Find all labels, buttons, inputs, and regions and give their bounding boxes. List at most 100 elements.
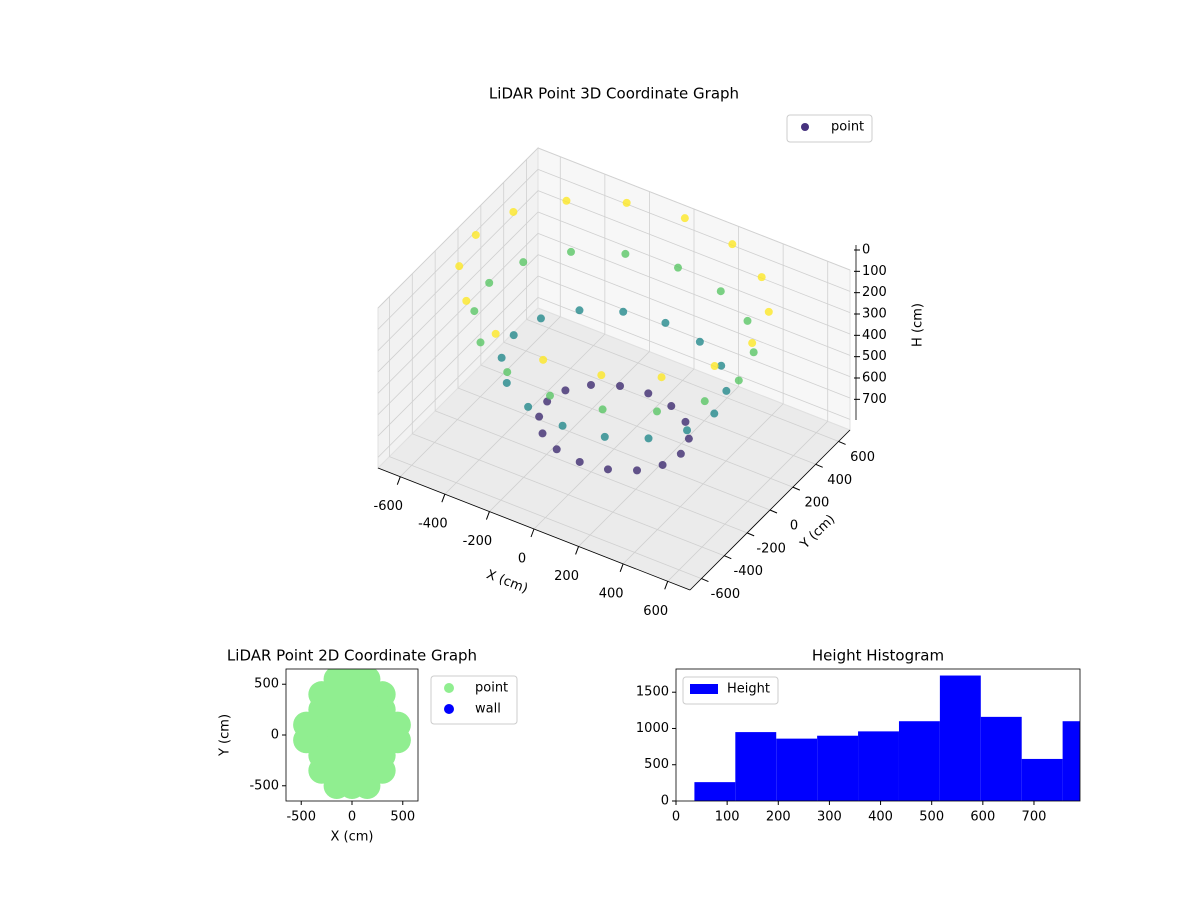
point (616, 381, 625, 390)
grid-line (503, 341, 816, 465)
point (700, 397, 709, 406)
grid-line (537, 211, 851, 335)
x-tick-label: 300 (817, 810, 842, 825)
point (575, 457, 584, 466)
point (661, 318, 670, 327)
grid-line (537, 296, 851, 420)
plot-frame (675, 668, 1081, 802)
point (539, 355, 548, 364)
bars (694, 675, 1080, 801)
bar (858, 731, 899, 801)
bar (1062, 721, 1080, 801)
tick-mark (619, 563, 624, 573)
point (455, 262, 464, 271)
legend-swatch (690, 684, 718, 694)
z-tick-label: 500 (862, 349, 887, 364)
point (674, 263, 682, 272)
point (586, 380, 595, 389)
x-tick-label: 0 (672, 810, 680, 825)
grid-line (377, 233, 539, 394)
grid-line (377, 169, 539, 330)
points (293, 669, 411, 799)
z-tick-label: 0 (862, 243, 870, 258)
point (619, 307, 628, 316)
z-tick-label: 100 (862, 264, 887, 279)
grid-line (412, 433, 725, 557)
grid-line (537, 254, 851, 378)
point (552, 445, 561, 454)
y-axis-line (689, 429, 851, 591)
z-tick-label: 400 (862, 328, 887, 343)
point (603, 465, 612, 474)
legend-marker (444, 704, 454, 714)
bar (980, 716, 1022, 801)
bar (1021, 758, 1063, 801)
tick-mark (664, 581, 669, 590)
x-axis-label: X (cm) (484, 567, 530, 596)
y-tick-label: 500 (254, 677, 279, 692)
chart-title: Height Histogram (812, 647, 944, 665)
point (644, 434, 653, 443)
point (658, 460, 667, 469)
grid-line (434, 410, 748, 534)
y-tick-label: 1000 (636, 721, 669, 736)
point (597, 371, 606, 380)
x-axis-label: X (cm) (331, 830, 374, 845)
grid-line (457, 387, 771, 511)
point (734, 376, 743, 385)
point (470, 307, 479, 316)
point (633, 466, 642, 475)
x-tick-label: -200 (463, 534, 493, 549)
tick-mark (530, 528, 535, 538)
grid-line (537, 275, 851, 399)
point (561, 386, 570, 395)
point (497, 353, 506, 362)
z-tick-label: 700 (862, 392, 887, 407)
point (680, 214, 689, 223)
point (519, 258, 528, 267)
z-axis-label: H (cm) (911, 303, 926, 347)
y-axis-label: Y (cm) (218, 714, 233, 757)
legend-label: point (831, 120, 864, 135)
y-tick-label: 600 (850, 450, 875, 465)
y-tick-label: 0 (271, 728, 279, 743)
legend-marker (444, 683, 454, 693)
grid-line (377, 190, 539, 351)
x-tick-label: -500 (286, 810, 316, 825)
point (644, 389, 653, 398)
point (683, 426, 692, 435)
tick-mark (815, 463, 823, 468)
point (695, 337, 704, 346)
bar (694, 782, 736, 801)
point (462, 296, 471, 305)
grid-line (526, 319, 839, 442)
point (764, 307, 773, 316)
point (757, 273, 766, 282)
point (710, 362, 719, 371)
point (558, 421, 567, 430)
x-tick-label: 200 (766, 810, 791, 825)
point (749, 348, 758, 357)
y-tick-label: 200 (804, 496, 829, 511)
point (676, 449, 685, 458)
point (684, 434, 693, 443)
y-tick-label: 0 (661, 794, 669, 809)
point (716, 287, 725, 296)
tick-mark (746, 532, 755, 537)
legend-box (682, 676, 779, 705)
point (476, 338, 485, 347)
tick-mark (769, 509, 778, 514)
point (354, 669, 381, 693)
grid-line (537, 232, 851, 356)
tick-mark (701, 578, 709, 583)
x-tick-label: 500 (919, 810, 944, 825)
point (600, 432, 609, 441)
tick-mark (441, 493, 446, 503)
point (536, 314, 545, 323)
y-tick-label: 1500 (636, 685, 669, 700)
legend-label: wall (475, 702, 501, 717)
grid-line (389, 456, 702, 579)
point (681, 417, 690, 426)
bar (898, 721, 940, 801)
point (598, 405, 607, 414)
